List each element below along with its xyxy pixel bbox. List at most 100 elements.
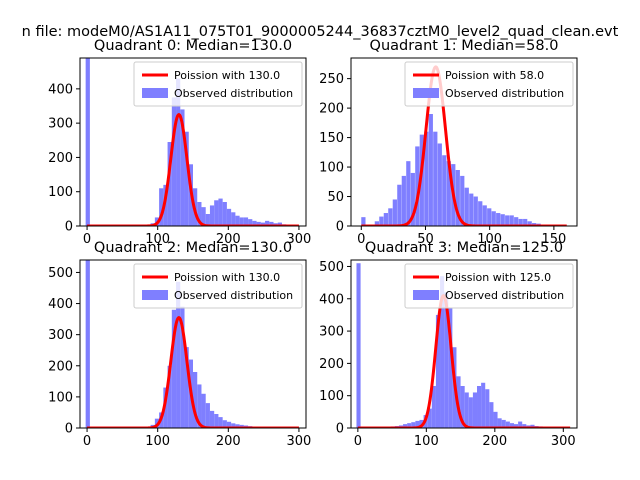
histogram-bar <box>505 215 510 226</box>
x-tick-label: 150 <box>541 232 566 247</box>
y-tick-label: 250 <box>319 72 344 87</box>
axes-frame <box>350 57 578 227</box>
histogram-bar <box>167 365 172 428</box>
histogram-bar <box>388 208 393 226</box>
histogram-bar <box>435 314 441 428</box>
legend-label-poisson: Poission with 130.0 <box>174 271 280 284</box>
x-tick-label: 200 <box>482 434 507 449</box>
histogram-bar <box>444 292 449 428</box>
histogram-bar <box>481 382 486 428</box>
histogram-bar <box>401 175 406 226</box>
legend-box <box>404 263 574 309</box>
histogram-bar <box>411 422 416 428</box>
histogram-bar <box>209 410 215 428</box>
histogram-bar <box>222 420 227 428</box>
x-tick-label: 200 <box>216 434 241 449</box>
histogram-bar <box>448 308 453 428</box>
x-tick-label: 100 <box>145 434 170 449</box>
legend: Poission with 125.0 Observed distribution <box>404 263 574 309</box>
histogram-bar <box>269 221 274 226</box>
x-tick-label: 200 <box>216 232 241 247</box>
subplot-title: Quadrant 2: Median=130.0 <box>94 240 292 256</box>
legend-label-poisson: Poission with 130.0 <box>174 69 280 82</box>
legend-box <box>133 263 303 309</box>
histogram-bar <box>410 172 415 226</box>
histogram-bar <box>201 207 206 226</box>
subplot-title: Quadrant 3: Median=125.0 <box>365 240 563 256</box>
legend-label-poisson: Poission with 125.0 <box>445 271 551 284</box>
y-tick-label: 300 <box>319 325 344 340</box>
histogram-bar <box>201 393 206 428</box>
y-tick-label: 500 <box>319 260 344 275</box>
poisson-curve <box>86 113 300 226</box>
histogram-bar <box>415 420 420 428</box>
y-tick-label: 50 <box>327 190 344 205</box>
histogram-bar <box>248 219 253 226</box>
histogram-bar <box>239 217 244 226</box>
x-tick-label: 100 <box>414 434 439 449</box>
poisson-curve-group <box>86 316 300 428</box>
histogram-bar <box>252 220 257 226</box>
histogram-bar <box>231 423 236 428</box>
legend: Poission with 130.0 Observed distribution <box>133 61 303 107</box>
y-tick-label: 400 <box>48 82 73 97</box>
histogram-bar <box>514 217 519 226</box>
histogram-bar <box>424 131 429 226</box>
histogram-bar <box>527 221 532 226</box>
histogram-bar <box>407 423 412 428</box>
x-tick-label: 0 <box>83 232 91 247</box>
y-tick-label: 200 <box>319 102 344 117</box>
histogram-bar <box>460 175 465 226</box>
axes-frame <box>79 259 307 429</box>
histogram-bar <box>397 184 402 226</box>
legend-patch-swatch <box>413 290 439 300</box>
histogram-bar <box>518 421 523 428</box>
axes-frame <box>79 57 307 227</box>
x-tick-label: 100 <box>145 232 170 247</box>
histogram-bar <box>415 146 420 226</box>
histogram-bar <box>442 155 447 226</box>
histogram-bar <box>427 408 432 428</box>
histogram-bar <box>485 389 490 428</box>
y-tick-label: 300 <box>48 117 73 132</box>
histogram-bar <box>222 202 227 226</box>
histogram-bar <box>265 220 270 226</box>
histogram-bar <box>493 411 498 428</box>
legend-box <box>404 61 574 107</box>
histogram-bar <box>180 306 185 428</box>
subplot-grid: 0 100 200 300 0 100 200 300 400 Quadrant 0: Media… <box>48 38 578 449</box>
histogram-bar <box>482 205 487 226</box>
histogram-bar <box>374 221 379 226</box>
histogram-bar <box>505 421 510 428</box>
histogram-bar <box>356 263 361 428</box>
histogram-bar <box>403 424 408 428</box>
histogram-bar <box>497 418 502 428</box>
histogram-bar <box>496 213 501 226</box>
histogram-bar <box>231 212 236 226</box>
legend-label-observed: Observed distribution <box>174 289 293 302</box>
histogram-bar <box>455 170 460 226</box>
poisson-curve <box>357 294 571 428</box>
histogram-bar <box>478 201 483 226</box>
histogram-bar <box>260 222 266 226</box>
y-tick-label: 300 <box>48 328 73 343</box>
y-tick-label: 500 <box>48 266 73 281</box>
histogram-bar <box>205 214 210 226</box>
histogram-bar <box>473 196 478 226</box>
y-tick-label: 0 <box>336 220 344 235</box>
legend-patch-swatch <box>142 88 168 98</box>
histogram-bar <box>518 218 523 226</box>
subplot-title: Quadrant 0: Median=130.0 <box>94 38 292 54</box>
y-tick-label: 200 <box>48 151 73 166</box>
poisson-curve <box>86 316 300 428</box>
x-tick-label: 100 <box>477 232 502 247</box>
x-tick-label: 300 <box>287 232 312 247</box>
y-tick-label: 0 <box>336 422 344 437</box>
histogram-bar <box>491 211 496 226</box>
legend: Poission with 58.0 Observed distribution <box>404 61 574 107</box>
histogram-bar <box>184 347 189 428</box>
histogram-bar <box>184 131 189 226</box>
legend-label-observed: Observed distribution <box>174 87 293 100</box>
subplot-title: Quadrant 1: Median=58.0 <box>370 38 559 54</box>
histogram-bar <box>197 384 202 428</box>
